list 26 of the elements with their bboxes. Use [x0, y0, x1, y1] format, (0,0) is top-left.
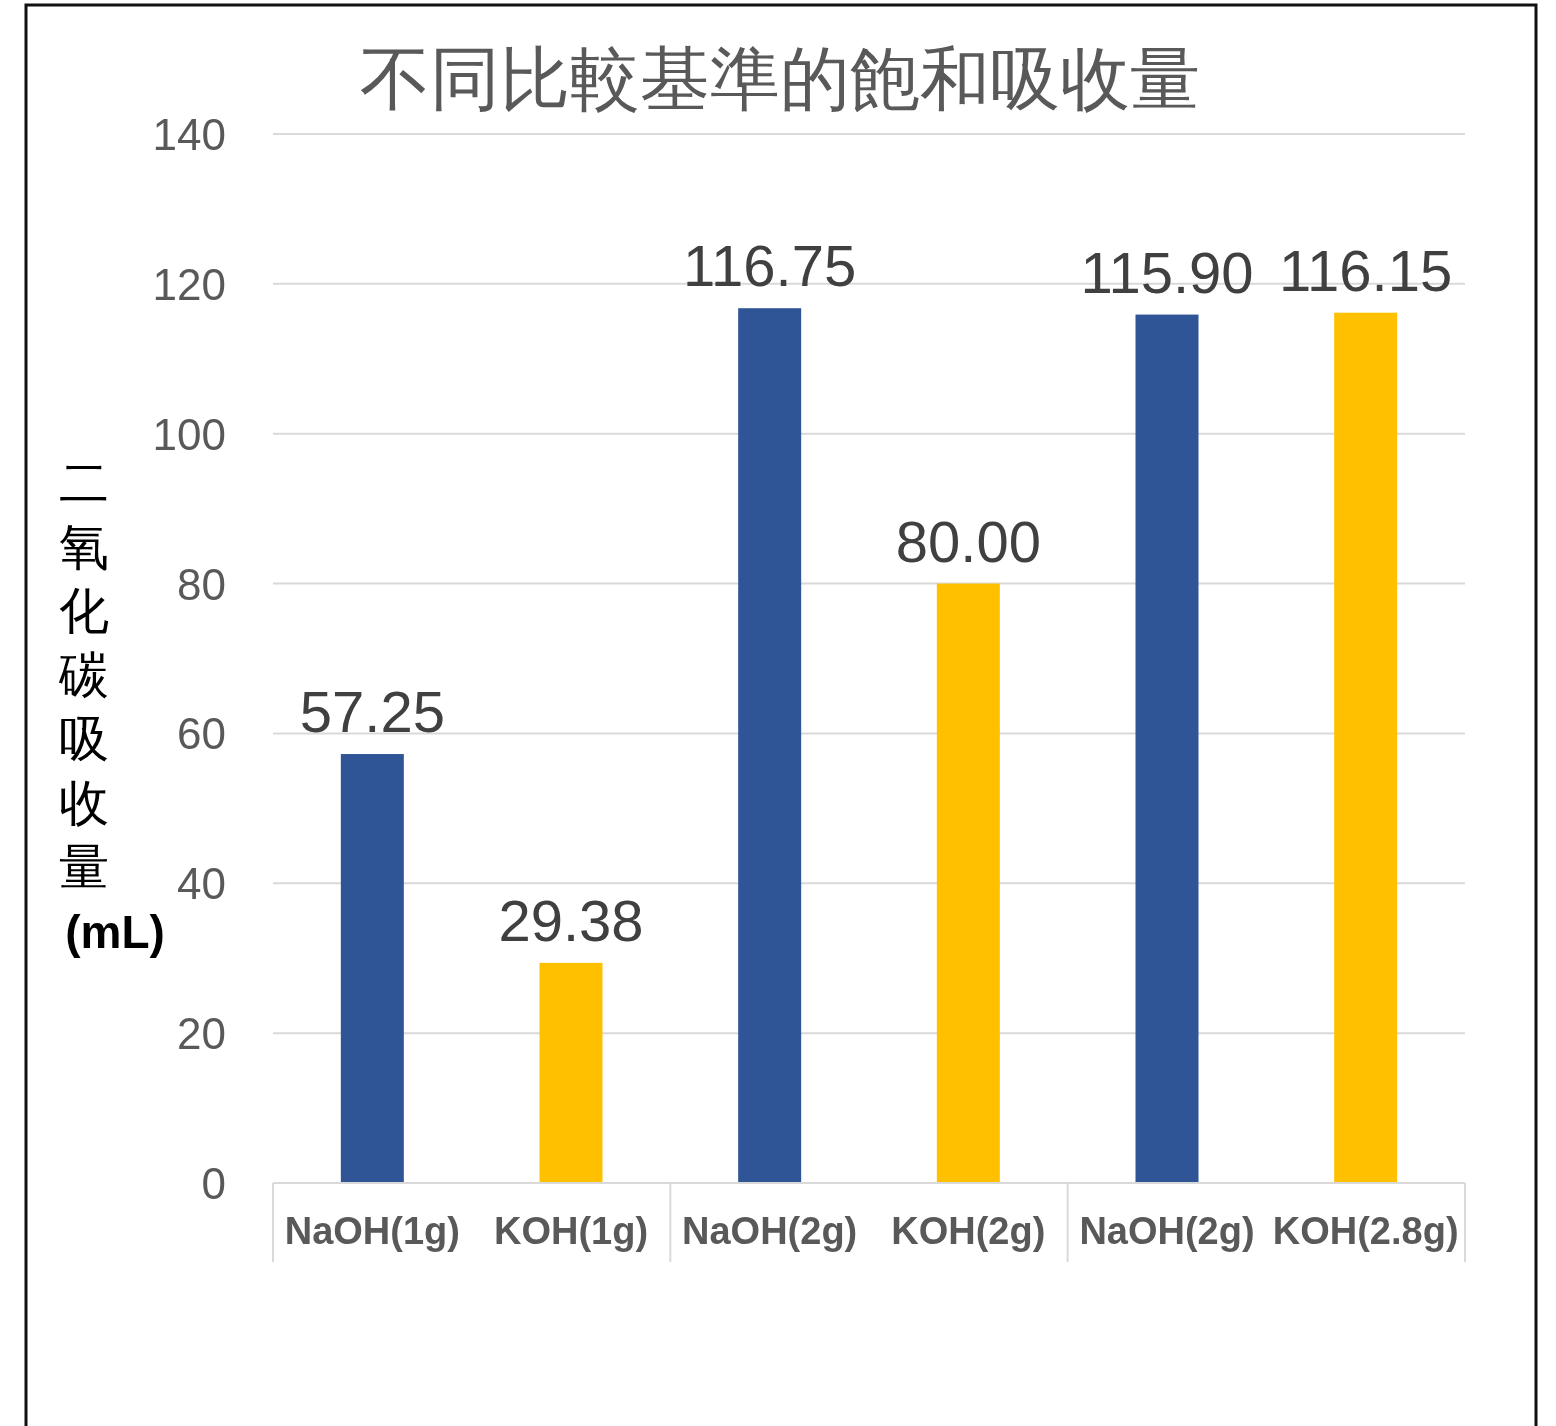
x-tick-label: KOH(2.8g)	[1272, 1210, 1459, 1252]
y-tick-label: 60	[177, 709, 226, 759]
data-label: 57.25	[299, 679, 445, 745]
y-tick-label: 80	[177, 559, 226, 609]
bar	[1135, 314, 1199, 1183]
data-label: 116.15	[1279, 237, 1453, 303]
x-tick-label: NaOH(2g)	[1079, 1210, 1255, 1252]
data-label: 29.38	[498, 887, 644, 953]
bar	[539, 962, 603, 1183]
y-tick-label: 40	[177, 859, 226, 909]
x-tick-label: KOH(2g)	[891, 1210, 1046, 1252]
y-tick-label: 0	[201, 1159, 226, 1208]
x-tick-label: NaOH(1g)	[284, 1210, 460, 1252]
x-tick-label: NaOH(2g)	[682, 1210, 858, 1252]
data-label: 116.75	[683, 233, 857, 299]
bar	[340, 754, 404, 1183]
data-label: 80.00	[895, 508, 1041, 574]
bar	[936, 583, 1000, 1183]
data-label: 115.90	[1080, 239, 1254, 305]
bar	[738, 308, 802, 1183]
x-tick-label: KOH(1g)	[493, 1210, 649, 1252]
bar	[1334, 312, 1398, 1183]
y-tick-label: 20	[177, 1009, 226, 1059]
y-tick-label: 140	[152, 110, 226, 159]
y-tick-label: 120	[152, 259, 226, 309]
chart-title: 不同比較基準的飽和吸收量	[360, 40, 1200, 118]
